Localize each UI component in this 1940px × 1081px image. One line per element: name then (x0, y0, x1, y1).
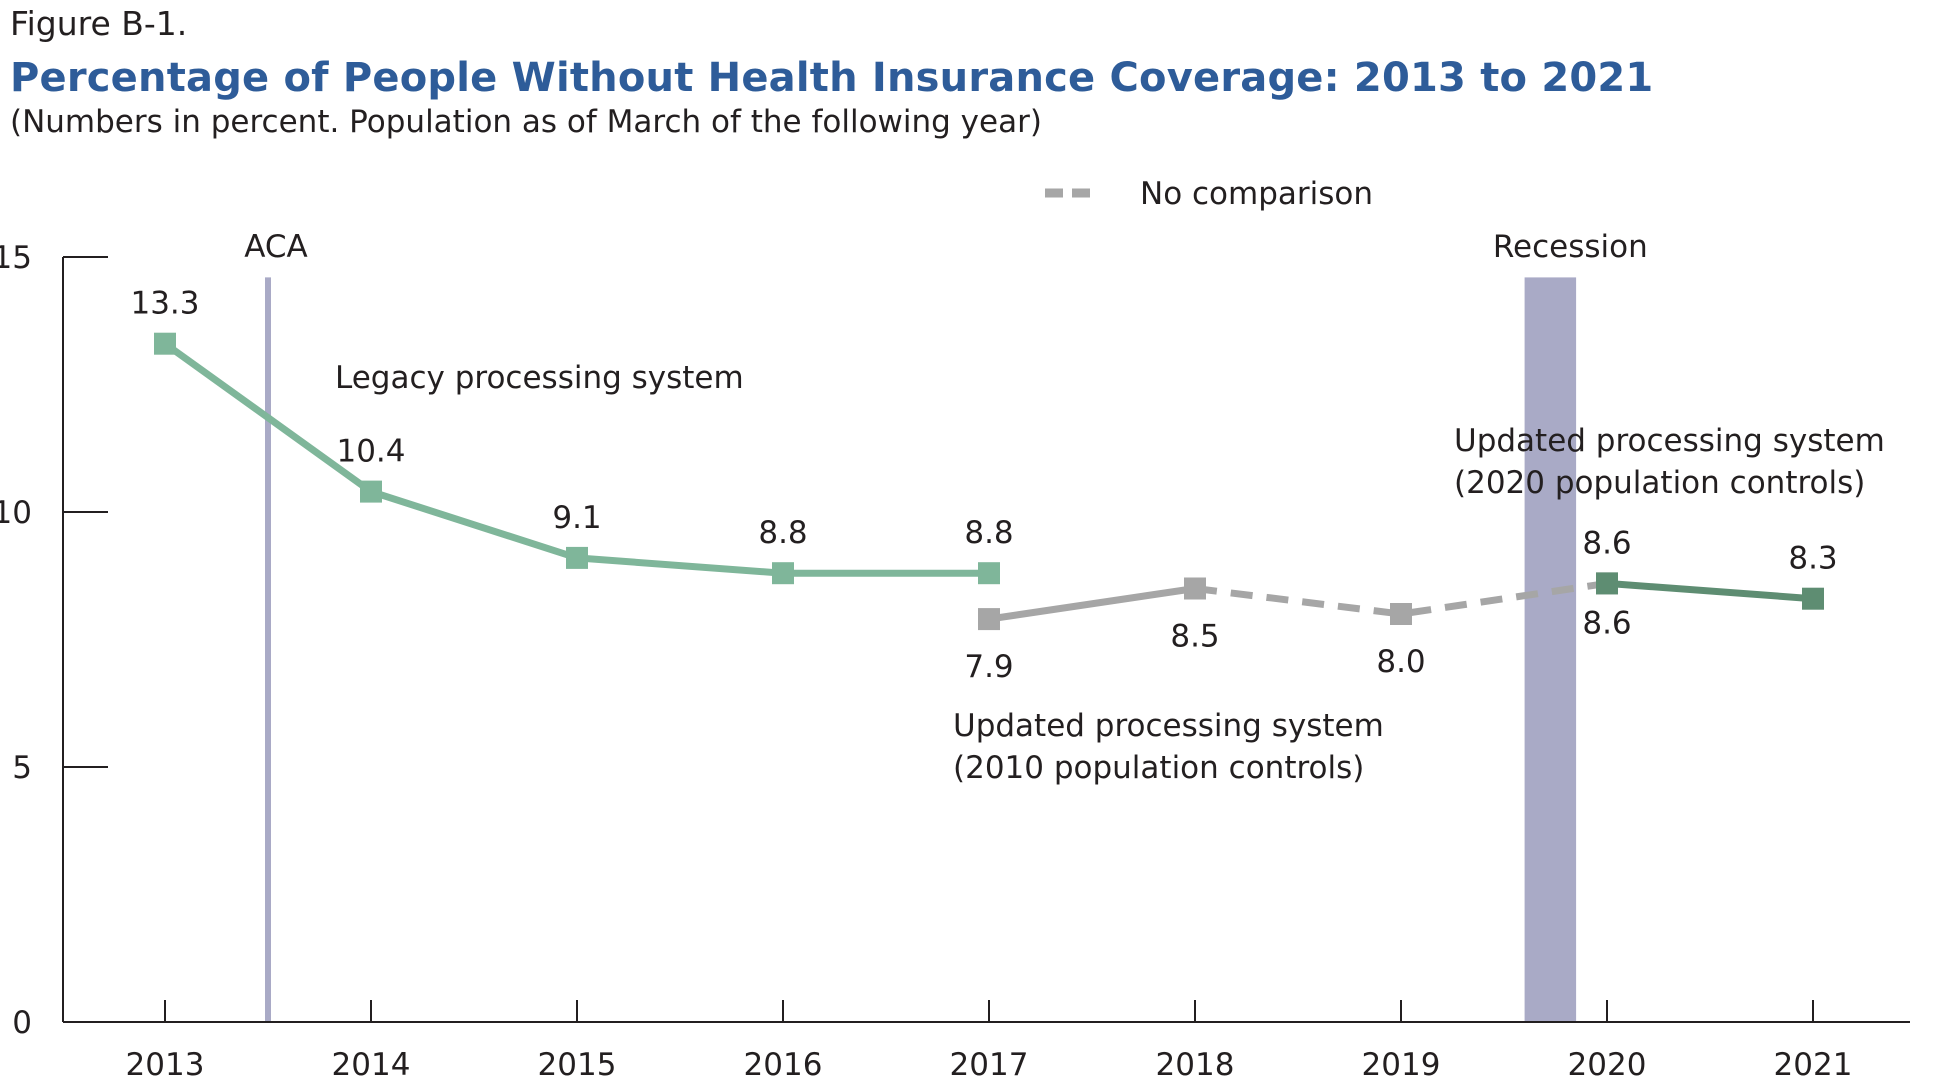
updated-2010-annotation: Updated processing system (953, 708, 1384, 744)
x-tick-label: 2020 (1568, 1047, 1647, 1081)
data-label: 8.0 (1376, 644, 1425, 680)
data-label: 8.6 (1582, 605, 1631, 641)
updated-2020-annotation: Updated processing system (1454, 423, 1885, 459)
data-label: 8.5 (1170, 619, 1219, 655)
y-tick-label: 5 (12, 750, 32, 786)
data-label: 8.6 (1582, 525, 1631, 561)
data-point (154, 332, 176, 355)
series-line-1 (988, 585, 1196, 623)
data-point (360, 480, 382, 503)
x-tick-label: 2021 (1774, 1047, 1853, 1081)
x-tick-label: 2019 (1362, 1047, 1441, 1081)
y-tick-label: 0 (12, 1005, 32, 1041)
data-point (1184, 577, 1206, 600)
x-tick-label: 2014 (332, 1047, 411, 1081)
data-point (978, 562, 1000, 585)
y-tick-label: 15 (0, 240, 32, 276)
data-label: 9.1 (552, 500, 601, 536)
x-tick-label: 2016 (744, 1047, 823, 1081)
data-label: 7.9 (964, 649, 1013, 685)
recession-label: Recession (1493, 229, 1648, 265)
legend-label: No comparison (1140, 176, 1373, 212)
data-point (566, 546, 588, 569)
x-tick-label: 2017 (950, 1047, 1029, 1081)
data-point (1390, 603, 1412, 625)
data-point (1802, 587, 1824, 610)
figure-label: Figure B-1. (10, 4, 188, 43)
legacy-annotation: Legacy processing system (335, 360, 744, 396)
updated-2020-annotation: (2020 population controls) (1454, 465, 1865, 501)
x-tick-label: 2015 (538, 1047, 617, 1081)
chart-subtitle: (Numbers in percent. Population as of Ma… (10, 104, 1042, 140)
x-tick-label: 2018 (1156, 1047, 1235, 1081)
updated-2010-annotation: (2010 population controls) (953, 750, 1364, 786)
data-label: 8.3 (1788, 541, 1837, 577)
aca-label: ACA (244, 229, 308, 265)
data-label: 8.8 (964, 515, 1013, 551)
data-point (772, 562, 794, 585)
recession-band (1524, 277, 1577, 1022)
data-label: 13.3 (130, 286, 199, 322)
data-point (978, 608, 1000, 631)
chart-title: Percentage of People Without Health Insu… (10, 55, 1654, 101)
data-label: 10.4 (336, 434, 405, 470)
x-tick-label: 2013 (126, 1047, 205, 1081)
data-point (1596, 572, 1618, 595)
y-tick-label: 10 (0, 495, 32, 531)
series-line-3 (1606, 579, 1814, 603)
data-label: 8.8 (758, 515, 807, 551)
